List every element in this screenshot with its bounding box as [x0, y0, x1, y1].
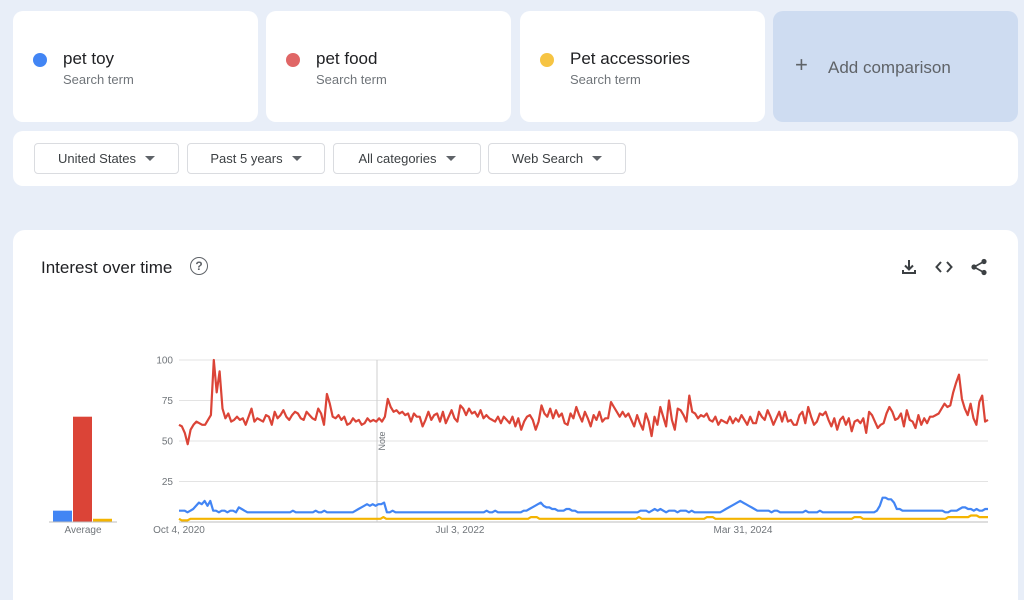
panel-title: Interest over time [41, 258, 173, 277]
term-type-label: Search term [570, 72, 641, 87]
search-type-value: Web Search [511, 151, 584, 166]
category-dropdown[interactable]: All categories [333, 143, 481, 174]
term-name[interactable]: Pet accessories [570, 49, 690, 68]
term-card-pet-food[interactable]: pet food Search term [266, 11, 511, 122]
y-tick-label: 25 [162, 477, 174, 488]
series-color-dot [33, 53, 47, 67]
plus-icon: + [795, 52, 808, 77]
filter-bar: United States Past 5 years All categorie… [13, 131, 1018, 186]
region-dropdown[interactable]: United States [34, 143, 179, 174]
add-comparison-button[interactable]: + Add comparison [773, 11, 1018, 122]
caret-down-icon [445, 156, 456, 161]
interest-over-time-panel: Interest over time ? 25 50 75 100 Note Oct 4,… [13, 230, 1018, 600]
help-circle-icon[interactable]: ? [190, 257, 208, 275]
time-period-dropdown[interactable]: Past 5 years [187, 143, 325, 174]
x-tick-label: Oct 4, 2020 [153, 525, 205, 536]
term-type-label: Search term [316, 72, 387, 87]
average-bar-pet-food [73, 416, 92, 522]
term-card-pet-accessories[interactable]: Pet accessories Search term [520, 11, 765, 122]
interest-over-time-chart: 25 50 75 100 Note Oct 4, 2020 Jul 3, 2022 Mar 3… [49, 356, 989, 536]
region-value: United States [57, 151, 137, 166]
term-type-label: Search term [63, 72, 134, 87]
note-label: Note [377, 431, 387, 450]
caret-down-icon [291, 156, 302, 161]
series-color-dot [540, 53, 554, 67]
y-tick-label: 100 [156, 356, 173, 367]
download-icon[interactable] [899, 257, 919, 277]
category-value: All categories [358, 151, 437, 166]
x-tick-label: Mar 31, 2024 [714, 525, 773, 536]
embed-code-icon[interactable] [934, 257, 954, 277]
average-label: Average [64, 525, 102, 536]
share-icon[interactable] [969, 257, 989, 277]
y-tick-label: 75 [162, 396, 174, 407]
caret-down-icon [145, 156, 156, 161]
series-line-pet-toy [179, 496, 988, 514]
average-bar-pet-toy [53, 510, 72, 522]
series-color-dot [286, 53, 300, 67]
x-tick-label: Jul 3, 2022 [436, 525, 485, 536]
y-tick-label: 50 [162, 437, 174, 448]
term-name[interactable]: pet toy [63, 49, 115, 68]
series-line-pet-accessories [178, 514, 988, 522]
add-comparison-label: Add comparison [828, 58, 951, 77]
average-bar-pet-accessories [93, 518, 112, 522]
term-name[interactable]: pet food [316, 49, 378, 68]
search-type-dropdown[interactable]: Web Search [488, 143, 626, 174]
series-line-pet-food [178, 358, 989, 446]
time-period-value: Past 5 years [210, 151, 283, 166]
term-card-pet-toy[interactable]: pet toy Search term [13, 11, 258, 122]
caret-down-icon [592, 156, 603, 161]
